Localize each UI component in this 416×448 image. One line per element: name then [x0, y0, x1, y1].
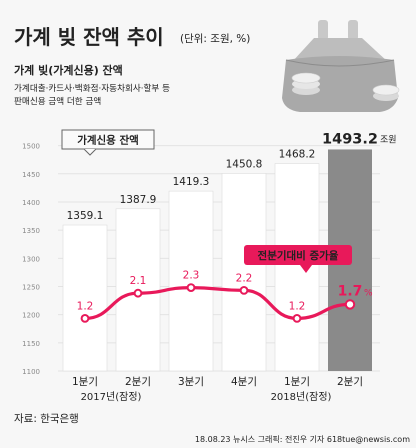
y-tick-label: 1350: [22, 227, 40, 235]
legend-growth-label: 전분기대비 증가율: [258, 249, 339, 262]
bar-value-label: 1419.3: [173, 176, 210, 188]
growth-rate-label: 1.2: [289, 300, 306, 312]
y-tick-label: 1300: [22, 255, 40, 263]
growth-rate-point: [292, 314, 302, 323]
x-tick-label: 3분기: [178, 376, 204, 388]
x-axis-labels: 1분기 2분기 3분기 4분기 1분기 2분기: [72, 376, 363, 388]
growth-rate-point: [80, 314, 90, 323]
year-label-2017: 2017년(잠정): [81, 391, 142, 403]
growth-rate-point: [239, 286, 249, 295]
y-tick-label: 1400: [22, 199, 40, 207]
growth-rate-point: [133, 288, 143, 298]
growth-rate-label: 2.2: [236, 272, 253, 284]
x-tick-label: 2분기: [125, 376, 151, 388]
bar-value-label: 1450.8: [226, 158, 263, 170]
x-tick-label: 4분기: [231, 376, 257, 388]
growth-rate-series: 1.2 2.1 2.3 2.2 1.2 1.7%: [77, 270, 373, 323]
growth-rate-point: [344, 299, 356, 310]
y-tick-label: 1200: [22, 312, 40, 320]
unit-label: (단위: 조원, %): [180, 32, 250, 45]
description-line-1: 가계대출·카드사·백화점·자동차회사·할부 등: [14, 82, 170, 94]
x-tick-label: 1분기: [72, 376, 98, 388]
growth-rate-line: [83, 285, 352, 321]
y-tick-label: 1150: [22, 340, 40, 348]
y-tick-label: 1450: [22, 171, 40, 179]
chart-subtitle: 가계 빚(가계신용) 잔액: [14, 63, 123, 77]
bar: [168, 190, 214, 372]
bar-unit-label: 조원: [380, 134, 397, 145]
bar-value-labels: 1359.1 1387.9 1419.3 1450.8 1468.2 1493.2 조원: [67, 131, 397, 222]
legend-growth: 전분기대비 증가율: [244, 245, 352, 273]
y-tick-label: 1250: [22, 283, 40, 291]
growth-rate-unit: %: [364, 288, 373, 298]
y-tick-label: 1500: [22, 143, 40, 151]
bar: [221, 173, 267, 372]
source-label: 자료: 한국은행: [14, 413, 79, 425]
y-axis-ticks: 1100 1150 1200 1250 1300 1350 1400 1450 1500: [22, 143, 40, 376]
bar-value-label: 1468.2: [279, 149, 316, 161]
credit-label: 18.08.23 뉴시스 그래픽: 전진우 기자 618tue@newsis.c…: [195, 434, 410, 444]
growth-rate-label: 2.1: [130, 275, 147, 287]
legend-balance: 가계신용 잔액: [61, 129, 155, 156]
growth-rate-label: 1.2: [77, 300, 94, 312]
description-line-2: 판매신용 금액 더한 금액: [14, 95, 101, 107]
growth-rate-label: 2.3: [183, 270, 200, 282]
x-tick-label: 2분기: [337, 376, 363, 388]
coin-stack-icon: [291, 72, 400, 101]
growth-rate-label: 1.7: [338, 283, 363, 299]
x-tick-label: 1분기: [284, 376, 310, 388]
bar-value-label: 1359.1: [67, 210, 104, 222]
gridlines: [58, 145, 380, 372]
bar-value-label: 1387.9: [120, 194, 157, 206]
year-label-2018: 2018년(잠정): [271, 391, 332, 403]
chart-title: 가계 빚 잔액 추이: [14, 25, 164, 49]
legend-balance-label: 가계신용 잔액: [77, 134, 139, 147]
bar-series: [62, 149, 372, 372]
bar-value-label: 1493.2: [322, 131, 378, 147]
growth-rate-point: [186, 283, 196, 293]
bar: [274, 163, 320, 372]
wallet-icon: [282, 20, 398, 112]
y-tick-label: 1100: [22, 368, 40, 376]
bar: [62, 224, 108, 372]
